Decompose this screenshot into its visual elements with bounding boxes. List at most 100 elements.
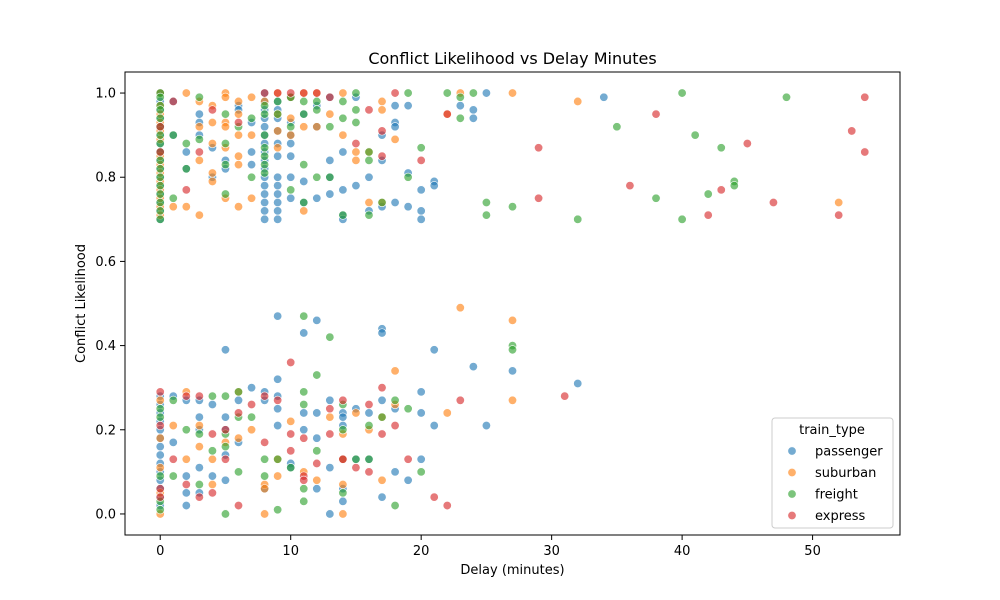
data-point bbox=[416, 185, 426, 195]
data-point bbox=[390, 467, 400, 477]
data-point bbox=[220, 442, 230, 452]
data-point bbox=[155, 147, 165, 157]
data-point bbox=[273, 197, 283, 207]
data-point bbox=[234, 501, 244, 511]
data-point bbox=[338, 488, 348, 498]
data-point bbox=[234, 408, 244, 418]
legend-label: express bbox=[815, 509, 866, 524]
data-point bbox=[351, 88, 361, 98]
data-point bbox=[155, 189, 165, 199]
data-point bbox=[442, 501, 452, 511]
data-point bbox=[155, 412, 165, 422]
data-point bbox=[860, 147, 870, 157]
data-point bbox=[416, 206, 426, 216]
data-point bbox=[194, 155, 204, 165]
x-tick-label: 0 bbox=[156, 544, 164, 559]
data-point bbox=[481, 421, 491, 431]
data-point bbox=[338, 496, 348, 506]
data-point bbox=[168, 471, 178, 481]
data-point bbox=[481, 88, 491, 98]
data-point bbox=[260, 160, 270, 170]
data-point bbox=[390, 501, 400, 511]
data-point bbox=[573, 214, 583, 224]
data-point bbox=[168, 454, 178, 464]
y-tick-label: 0.8 bbox=[95, 171, 116, 186]
data-point bbox=[273, 151, 283, 161]
data-point bbox=[273, 214, 283, 224]
data-point bbox=[507, 315, 517, 325]
data-point bbox=[220, 454, 230, 464]
data-point bbox=[299, 400, 309, 410]
data-point bbox=[377, 412, 387, 422]
data-point bbox=[168, 193, 178, 203]
data-point bbox=[351, 408, 361, 418]
data-point bbox=[338, 425, 348, 435]
data-point bbox=[286, 357, 296, 367]
data-point bbox=[220, 345, 230, 355]
data-point bbox=[247, 383, 257, 393]
data-point bbox=[260, 454, 270, 464]
data-point bbox=[507, 366, 517, 376]
data-point bbox=[155, 172, 165, 182]
data-point bbox=[703, 189, 713, 199]
data-point bbox=[194, 147, 204, 157]
data-point bbox=[260, 122, 270, 132]
data-point bbox=[338, 88, 348, 98]
data-point bbox=[194, 492, 204, 502]
data-point bbox=[207, 400, 217, 410]
data-point bbox=[273, 126, 283, 136]
data-point bbox=[312, 122, 322, 132]
data-point bbox=[155, 492, 165, 502]
data-point bbox=[416, 387, 426, 397]
data-point bbox=[338, 210, 348, 220]
series-suburban bbox=[155, 88, 844, 519]
data-point bbox=[273, 471, 283, 481]
data-point bbox=[573, 96, 583, 106]
data-point bbox=[207, 105, 217, 115]
data-point bbox=[364, 421, 374, 431]
data-point bbox=[325, 109, 335, 119]
x-tick-label: 20 bbox=[413, 544, 430, 559]
data-point bbox=[338, 509, 348, 519]
x-tick-label: 10 bbox=[282, 544, 299, 559]
data-point bbox=[507, 395, 517, 405]
data-point bbox=[351, 454, 361, 464]
data-point bbox=[690, 130, 700, 140]
data-point bbox=[234, 130, 244, 140]
data-point bbox=[273, 454, 283, 464]
data-point bbox=[155, 197, 165, 207]
data-point bbox=[260, 143, 270, 153]
data-point bbox=[168, 437, 178, 447]
data-point bbox=[325, 332, 335, 342]
data-point bbox=[234, 151, 244, 161]
x-axis-ticks: 0 10 20 30 40 50 bbox=[156, 535, 821, 559]
data-point bbox=[155, 505, 165, 515]
data-point bbox=[403, 172, 413, 182]
data-point bbox=[155, 214, 165, 224]
data-point bbox=[390, 366, 400, 376]
data-point bbox=[507, 202, 517, 212]
data-point bbox=[534, 193, 544, 203]
x-tick-label: 40 bbox=[674, 544, 691, 559]
data-point bbox=[260, 181, 270, 191]
data-point bbox=[390, 197, 400, 207]
data-point bbox=[260, 437, 270, 447]
data-point bbox=[194, 391, 204, 401]
data-point bbox=[247, 92, 257, 102]
x-tick-label: 30 bbox=[543, 544, 560, 559]
data-point bbox=[247, 193, 257, 203]
data-point bbox=[207, 118, 217, 128]
data-point bbox=[442, 408, 452, 418]
data-point bbox=[377, 151, 387, 161]
data-point bbox=[468, 105, 478, 115]
data-point bbox=[390, 395, 400, 405]
data-point bbox=[364, 197, 374, 207]
data-point bbox=[390, 134, 400, 144]
data-point bbox=[260, 109, 270, 119]
data-point bbox=[364, 408, 374, 418]
data-point bbox=[273, 109, 283, 119]
data-point bbox=[273, 505, 283, 515]
data-point bbox=[273, 189, 283, 199]
data-point bbox=[364, 172, 374, 182]
data-point bbox=[651, 193, 661, 203]
